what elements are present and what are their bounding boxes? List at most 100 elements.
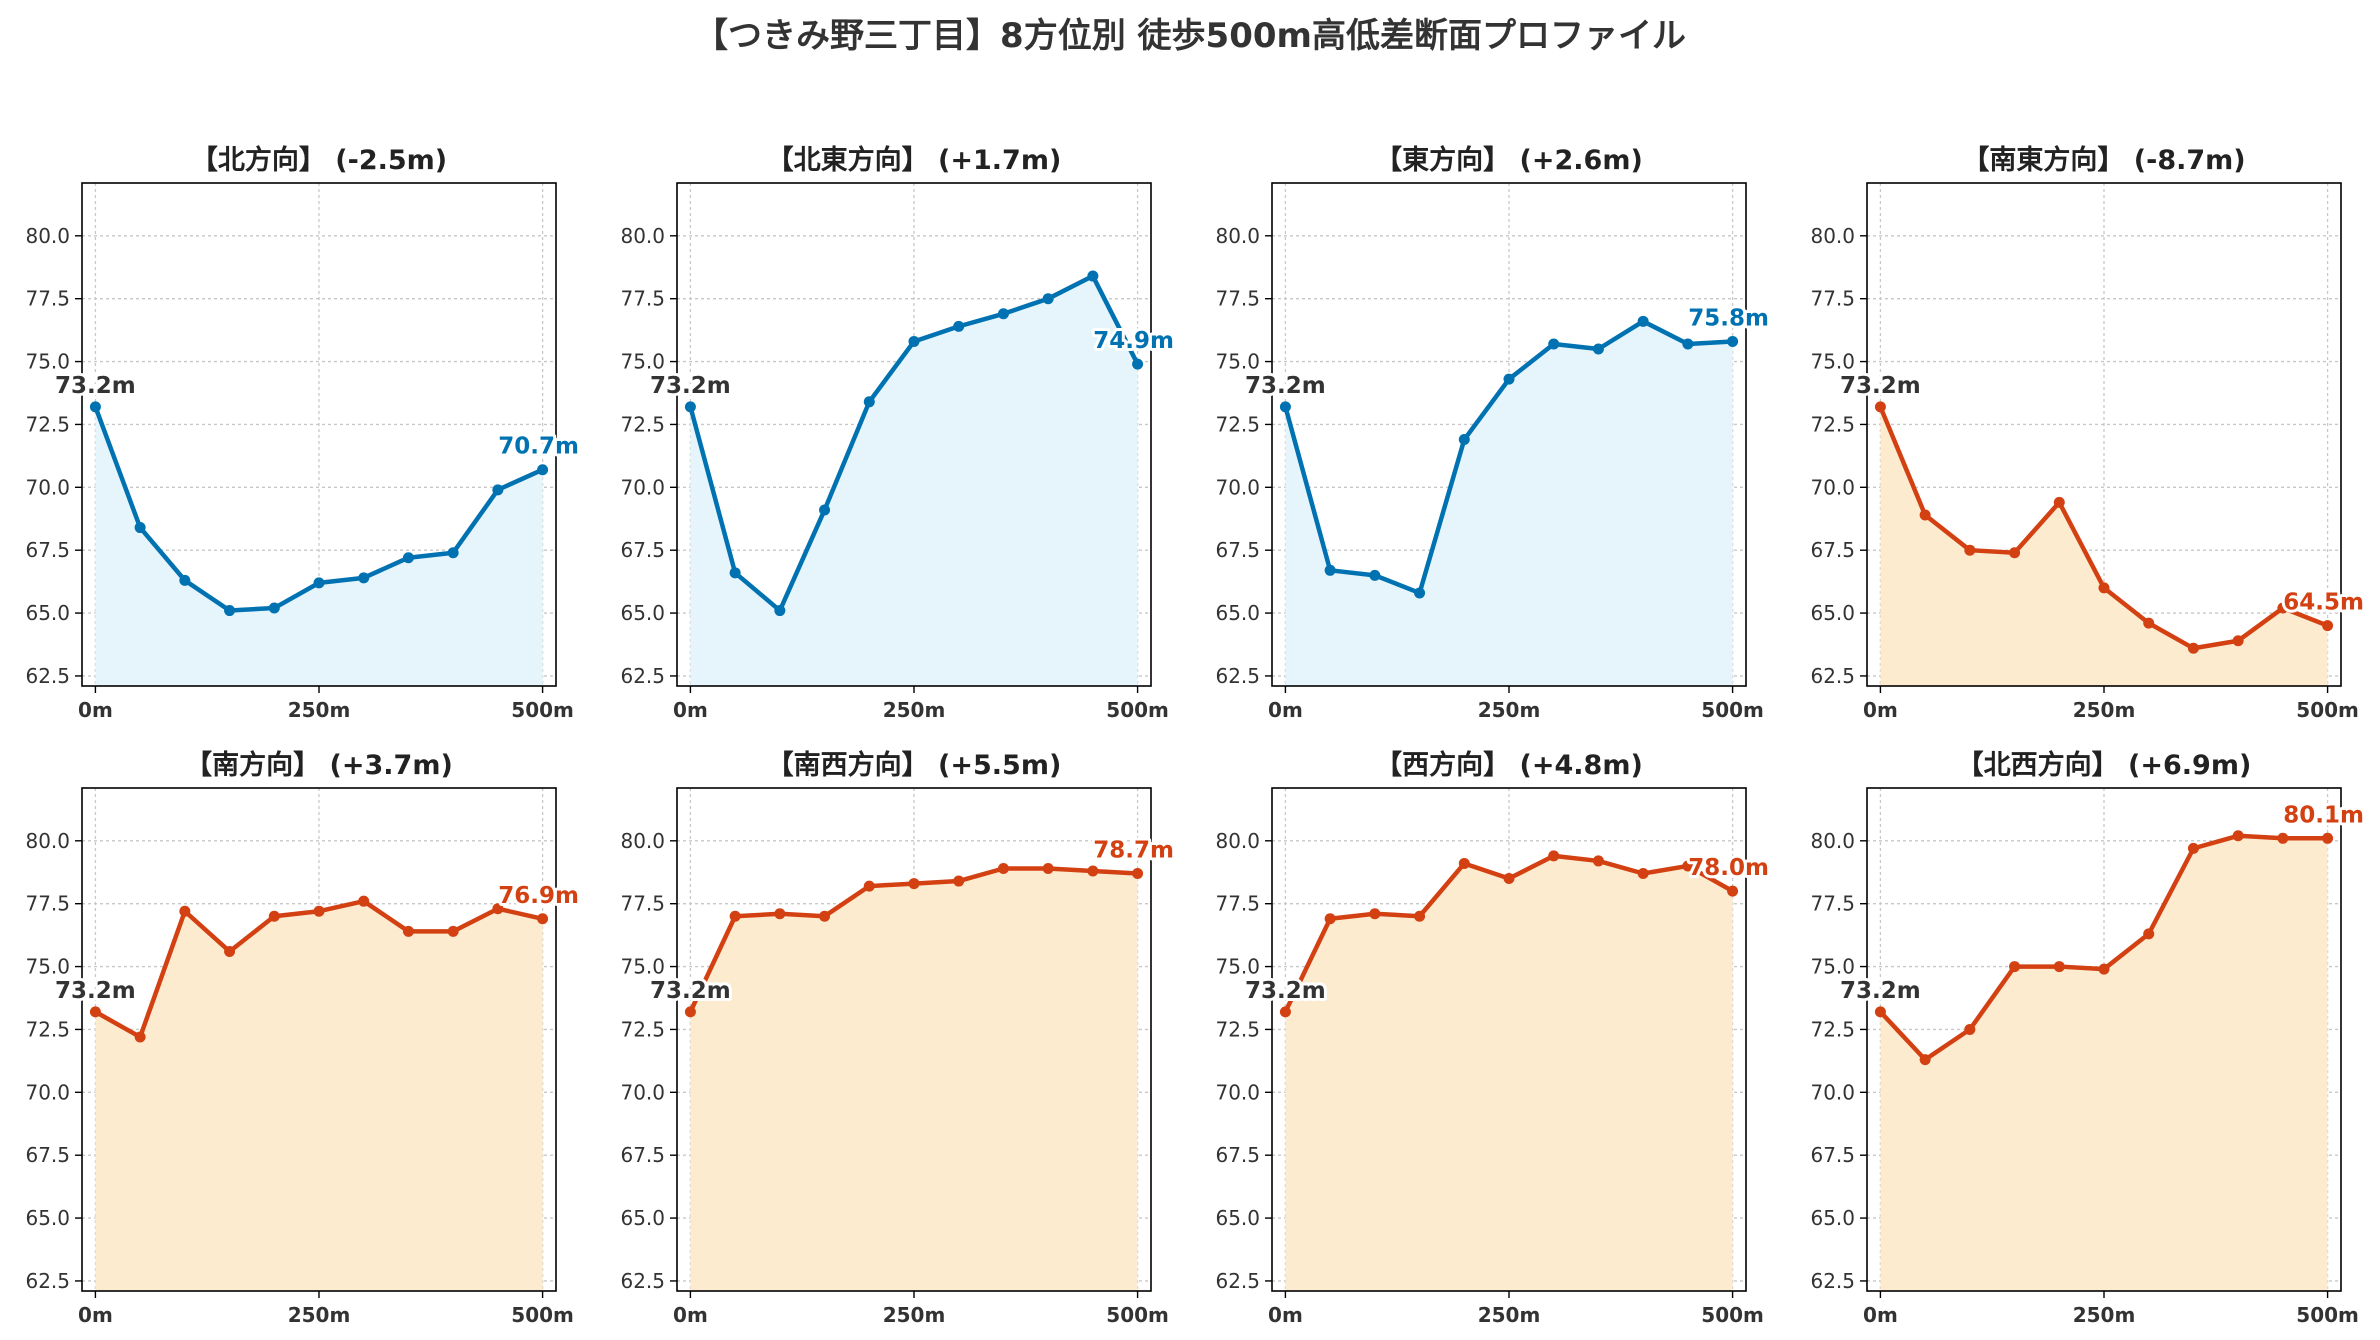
start-value-label: 73.2m	[1840, 978, 1921, 1004]
y-tick-label: 80.0	[1215, 829, 1260, 853]
y-tick-label: 80.0	[25, 224, 70, 248]
y-tick-label: 77.5	[25, 892, 70, 916]
area-fill	[95, 901, 543, 1291]
y-tick-label: 70.0	[1810, 475, 1855, 499]
y-tick-label: 67.5	[25, 1143, 70, 1167]
x-tick-label: 500m	[1106, 698, 1169, 722]
y-tick-label: 67.5	[1810, 538, 1855, 562]
y-tick-label: 67.5	[620, 1143, 665, 1167]
y-tick-label: 62.5	[1810, 664, 1855, 688]
data-point	[492, 903, 504, 915]
chart-title: 【南西方向】 (+5.5m)	[767, 749, 1062, 781]
data-point	[268, 602, 280, 614]
data-point	[1042, 862, 1054, 874]
x-tick-label: 250m	[883, 698, 946, 722]
data-point	[774, 605, 786, 617]
start-value-label: 73.2m	[55, 978, 136, 1004]
y-tick-label: 75.0	[620, 350, 665, 374]
data-point	[729, 567, 741, 579]
data-point	[1087, 270, 1099, 282]
y-tick-label: 70.0	[620, 1080, 665, 1104]
data-point	[1132, 358, 1144, 370]
x-tick-label: 250m	[288, 698, 351, 722]
data-point	[2098, 963, 2110, 975]
data-point	[997, 862, 1009, 874]
y-tick-label: 72.5	[25, 412, 70, 436]
chart-title: 【北西方向】 (+6.9m)	[1957, 749, 2252, 781]
data-point	[1548, 338, 1560, 350]
y-tick-label: 67.5	[620, 538, 665, 562]
y-tick-label: 67.5	[1215, 1143, 1260, 1167]
area-fill	[1285, 855, 1733, 1291]
chart-title: 【南東方向】 (-8.7m)	[1962, 144, 2245, 176]
y-tick-label: 67.5	[1810, 1143, 1855, 1167]
x-tick-label: 0m	[1268, 1303, 1303, 1327]
data-point	[1369, 569, 1381, 581]
data-point	[2232, 830, 2244, 842]
end-value-label: 75.8m	[1688, 305, 1769, 331]
y-tick-label: 75.0	[25, 955, 70, 979]
y-tick-label: 72.5	[620, 1017, 665, 1041]
y-tick-label: 80.0	[1215, 224, 1260, 248]
data-point	[1682, 338, 1694, 350]
data-point	[313, 577, 325, 589]
start-value-label: 73.2m	[1245, 978, 1326, 1004]
data-point	[1964, 544, 1976, 556]
end-value-label: 76.9m	[498, 883, 579, 909]
y-tick-label: 77.5	[25, 287, 70, 311]
data-point	[1592, 855, 1604, 867]
end-value-label: 70.7m	[498, 434, 579, 460]
area-fill	[690, 276, 1138, 686]
data-point	[224, 945, 236, 957]
y-tick-label: 72.5	[25, 1017, 70, 1041]
data-point	[2053, 961, 2065, 973]
data-point	[1548, 850, 1560, 862]
data-point	[2277, 602, 2289, 614]
y-tick-label: 75.0	[1215, 955, 1260, 979]
y-tick-label: 62.5	[25, 1269, 70, 1293]
data-point	[2009, 547, 2021, 559]
x-tick-label: 500m	[511, 698, 574, 722]
data-point	[2322, 620, 2334, 632]
chart-title: 【東方向】 (+2.6m)	[1375, 144, 1643, 176]
y-tick-label: 72.5	[1215, 1017, 1260, 1041]
chart-panel-7: 【西方向】 (+4.8m) 62.5 65.0 67.5 70.0 72.5 75.0 77.…	[1215, 749, 1771, 1327]
x-tick-label: 0m	[1863, 1303, 1898, 1327]
y-tick-label: 65.0	[1215, 601, 1260, 625]
x-tick-label: 250m	[1478, 698, 1541, 722]
data-point	[1727, 885, 1739, 897]
data-point	[997, 308, 1009, 320]
y-tick-label: 70.0	[1215, 475, 1260, 499]
data-point	[1727, 335, 1739, 347]
y-tick-label: 72.5	[1810, 412, 1855, 436]
y-tick-label: 75.0	[25, 350, 70, 374]
x-tick-label: 250m	[883, 1303, 946, 1327]
data-point	[492, 484, 504, 496]
data-point	[863, 880, 875, 892]
data-point	[2098, 582, 2110, 594]
x-tick-label: 0m	[78, 1303, 113, 1327]
y-tick-label: 70.0	[25, 1080, 70, 1104]
y-tick-label: 80.0	[1810, 224, 1855, 248]
data-point	[1414, 910, 1426, 922]
y-tick-label: 80.0	[620, 224, 665, 248]
data-point	[402, 925, 414, 937]
chart-panel-4: 【南東方向】 (-8.7m) 62.5 65.0 67.5 70.0 72.5 75.0 77…	[1810, 144, 2366, 722]
y-tick-label: 70.0	[1810, 1080, 1855, 1104]
data-point	[863, 396, 875, 408]
area-fill	[690, 868, 1138, 1291]
x-tick-label: 0m	[1268, 698, 1303, 722]
data-point	[89, 1006, 101, 1018]
y-tick-label: 80.0	[1810, 829, 1855, 853]
data-point	[1964, 1023, 1976, 1035]
y-tick-label: 72.5	[620, 412, 665, 436]
chart-title: 【南方向】 (+3.7m)	[185, 749, 453, 781]
data-point	[1369, 908, 1381, 920]
y-tick-label: 65.0	[25, 1206, 70, 1230]
start-value-label: 73.2m	[650, 373, 731, 399]
y-tick-label: 70.0	[1215, 1080, 1260, 1104]
x-tick-label: 0m	[673, 1303, 708, 1327]
y-tick-label: 80.0	[620, 829, 665, 853]
data-point	[358, 572, 370, 584]
